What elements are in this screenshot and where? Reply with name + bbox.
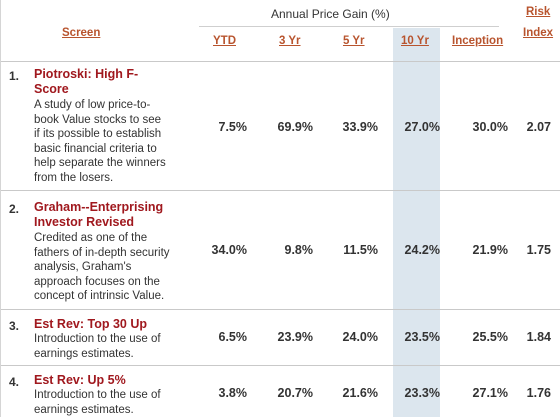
inception-value: 27.1% [472, 386, 508, 400]
table-header: Annual Price Gain (%) Screen YTD 3 Yr 5 … [1, 0, 560, 62]
sort-screen-link[interactable]: Screen [62, 27, 101, 39]
description-line: basic financial criteria to [34, 142, 157, 155]
row-number: 3. [9, 319, 20, 333]
sort-3yr-link[interactable]: 3 Yr [279, 35, 301, 47]
screen-description: Credited as one of the fathers of in-dep… [34, 231, 184, 304]
table-row: 3. Est Rev: Top 30 Up Introduction to th… [1, 310, 560, 366]
screen-title-line: Graham--Enterprising [34, 200, 164, 214]
sort-5yr-link[interactable]: 5 Yr [343, 35, 365, 47]
ytd-value: 7.5% [218, 120, 248, 134]
3yr-value: 69.9% [277, 120, 313, 134]
screen-title-line: Piotroski: High F- [34, 67, 139, 81]
10yr-value: 24.2% [404, 243, 440, 257]
3yr-value: 20.7% [277, 386, 313, 400]
risk-index-value: 1.76 [526, 386, 551, 400]
table-row: 2. Graham--Enterprising Investor Revised… [1, 191, 560, 310]
5yr-value: 33.9% [342, 120, 378, 134]
ytd-value: 34.0% [211, 243, 247, 257]
table-row: 1. Piotroski: High F- Score A study of l… [1, 62, 560, 191]
description-line: Introduction to the use of [34, 389, 161, 401]
screen-title-link[interactable]: Graham--Enterprising Investor Revised [34, 200, 163, 230]
screen-title-link[interactable]: Est Rev: Top 30 Up [34, 317, 147, 332]
3yr-value: 9.8% [284, 243, 314, 257]
10yr-value: 27.0% [404, 120, 440, 134]
screen-title-line: Est Rev: Up 5% [34, 373, 126, 387]
sort-ytd-link[interactable]: YTD [213, 35, 236, 47]
row-number: 2. [9, 202, 20, 216]
description-line: earnings estimates. [34, 403, 134, 416]
inception-value: 21.9% [472, 243, 508, 257]
screen-title-line: Investor Revised [34, 215, 135, 229]
description-line: book Value stocks to see [34, 113, 161, 126]
row-number: 1. [9, 69, 20, 83]
screen-title-link[interactable]: Piotroski: High F- Score [34, 67, 138, 97]
screen-title-line: Est Rev: Top 30 Up [34, 317, 147, 331]
description-line: approach focuses on the [34, 275, 160, 288]
table-row: 4. Est Rev: Up 5% Introduction to the us… [1, 366, 560, 417]
screen-description: Introduction to the use of earnings esti… [34, 388, 184, 417]
screen-description: Introduction to the use of earnings esti… [34, 332, 184, 361]
sorted-column-highlight [393, 28, 440, 417]
description-line: Introduction to the use of [34, 333, 161, 345]
ytd-value: 3.8% [218, 386, 248, 400]
sort-inception-link[interactable]: Inception [452, 35, 504, 47]
description-line: fathers of in-depth security [34, 246, 170, 259]
description-line: analysis, Graham's [34, 261, 132, 273]
inception-value: 30.0% [472, 120, 508, 134]
header-divider [199, 26, 499, 27]
sort-10yr-link[interactable]: 10 Yr [401, 35, 429, 47]
description-line: concept of intrinsic Value. [34, 290, 165, 302]
5yr-value: 24.0% [342, 330, 378, 344]
sort-risk-index-link[interactable]: Index [523, 27, 554, 39]
description-line: earnings estimates. [34, 347, 134, 360]
annual-price-gain-heading: Annual Price Gain (%) [271, 7, 390, 21]
5yr-value: 21.6% [342, 386, 378, 400]
description-line: help separate the winners [34, 157, 166, 169]
screen-title-link[interactable]: Est Rev: Up 5% [34, 373, 126, 388]
screen-title-line: Score [34, 82, 69, 96]
description-line: A study of low price-to- [34, 99, 151, 111]
screen-description: A study of low price-to- book Value stoc… [34, 98, 184, 185]
risk-index-value: 2.07 [526, 120, 551, 134]
risk-index-value: 1.75 [526, 243, 551, 257]
ytd-value: 6.5% [218, 330, 248, 344]
description-line: if its possible to establish [34, 128, 162, 140]
10yr-value: 23.5% [404, 330, 440, 344]
description-line: Credited as one of the [34, 232, 148, 244]
10yr-value: 23.3% [404, 386, 440, 400]
inception-value: 25.5% [472, 330, 508, 344]
risk-index-value: 1.84 [526, 330, 551, 344]
sort-risk-link[interactable]: Risk [526, 6, 551, 18]
3yr-value: 23.9% [277, 330, 313, 344]
5yr-value: 11.5% [343, 243, 378, 257]
row-number: 4. [9, 375, 20, 389]
description-line: from the losers. [34, 171, 114, 184]
